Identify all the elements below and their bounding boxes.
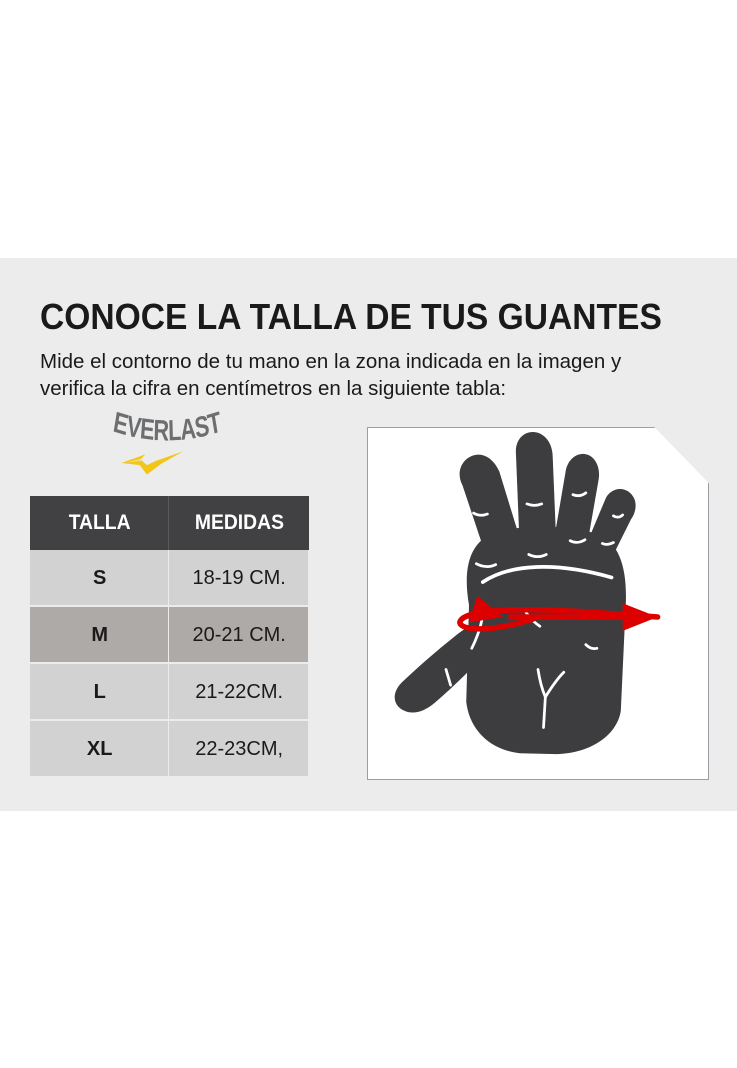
svg-text:EVERLAST: EVERLAST — [111, 406, 224, 447]
